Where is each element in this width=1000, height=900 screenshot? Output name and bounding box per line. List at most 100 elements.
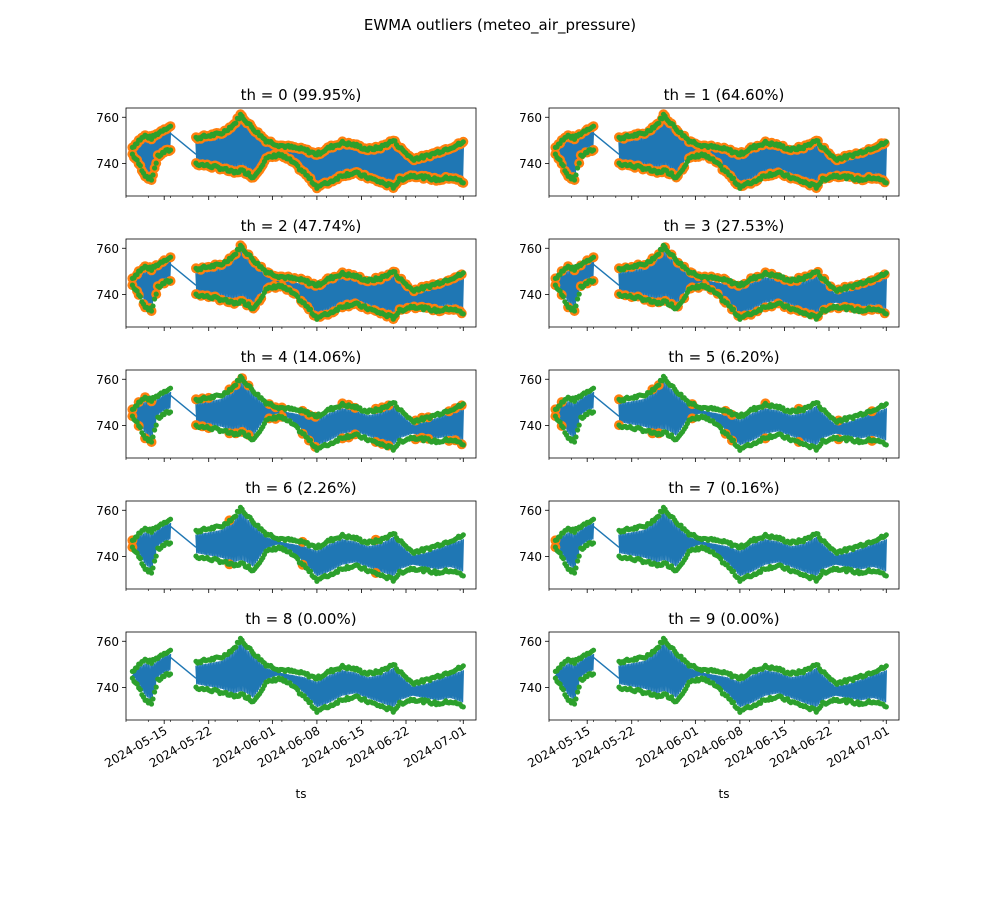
normal-point <box>883 180 889 186</box>
y-tick-label: 740 <box>96 550 119 564</box>
normal-point <box>460 311 466 317</box>
normal-point <box>295 687 301 693</box>
normal-point <box>153 553 159 559</box>
normal-point <box>576 684 582 690</box>
normal-point <box>150 696 156 702</box>
normal-point <box>560 294 566 300</box>
y-tick-label: 760 <box>96 373 119 387</box>
normal-point <box>137 687 143 693</box>
normal-point <box>718 556 724 562</box>
normal-point <box>575 689 581 695</box>
axes-frame <box>125 107 477 197</box>
normal-point <box>307 568 314 574</box>
series-gap-line <box>170 132 197 155</box>
figure-suptitle: EWMA outliers (meteo_air_pressure) <box>364 16 636 35</box>
y-tick-label: 740 <box>519 550 542 564</box>
normal-point <box>307 306 314 312</box>
series-gap-line <box>593 656 620 679</box>
normal-points <box>129 111 466 191</box>
normal-points <box>552 504 889 584</box>
axes-frame <box>125 369 477 459</box>
normal-points <box>552 635 889 715</box>
normal-point <box>152 558 158 564</box>
normal-point <box>307 175 314 181</box>
normal-point <box>576 422 582 428</box>
series-gap-line <box>170 394 197 417</box>
normal-point <box>150 172 156 178</box>
normal-points <box>129 504 466 584</box>
plot-area <box>550 242 890 322</box>
normal-point <box>148 701 155 707</box>
y-tick-label: 740 <box>519 419 542 433</box>
y-tick-label: 760 <box>519 373 542 387</box>
normal-points <box>552 111 889 191</box>
subplot-title: th = 1 (64.60%) <box>664 86 785 104</box>
normal-point <box>153 684 159 690</box>
normal-point <box>137 163 143 169</box>
normal-point <box>573 565 579 571</box>
axes-frame <box>548 107 900 197</box>
normal-point <box>656 644 662 650</box>
normal-point <box>137 425 143 431</box>
normal-point <box>460 139 466 145</box>
axes-frame <box>548 369 900 459</box>
normal-point <box>134 288 140 294</box>
y-tick-label: 760 <box>96 242 119 256</box>
normal-point <box>560 163 566 169</box>
normal-point <box>137 294 143 300</box>
y-tick-label: 760 <box>519 504 542 518</box>
normal-point <box>557 550 563 556</box>
normal-point <box>134 681 140 687</box>
normal-point <box>150 303 156 309</box>
normal-point <box>656 120 662 126</box>
y-tick-label: 760 <box>519 111 542 125</box>
plot-area <box>129 635 466 715</box>
y-tick-label: 760 <box>96 111 119 125</box>
normal-point <box>590 385 597 391</box>
normal-point <box>576 553 582 559</box>
y-tick-label: 760 <box>96 635 119 649</box>
normal-point <box>560 687 566 693</box>
normal-point <box>148 570 155 576</box>
subplot-title: th = 8 (0.00%) <box>245 610 356 628</box>
normal-point <box>883 532 889 538</box>
normal-point <box>730 175 737 181</box>
series-gap-line <box>593 263 620 286</box>
normal-point <box>167 516 174 522</box>
normal-point <box>233 513 239 519</box>
series-gap-line <box>593 394 620 417</box>
normal-point <box>295 163 301 169</box>
subplot-title: th = 5 (6.20%) <box>668 348 779 366</box>
normal-point <box>590 540 597 546</box>
normal-point <box>573 696 579 702</box>
plot-area <box>127 373 467 453</box>
normal-point <box>134 550 140 556</box>
y-tick-label: 760 <box>519 242 542 256</box>
plot-area <box>550 109 890 194</box>
normal-point <box>730 437 737 443</box>
normal-point <box>134 419 140 425</box>
normal-point <box>557 157 563 163</box>
normal-point <box>137 556 143 562</box>
normal-point <box>575 296 581 302</box>
normal-point <box>150 434 156 440</box>
normal-point <box>152 165 158 171</box>
normal-point <box>557 419 563 425</box>
normal-point <box>590 647 597 653</box>
normal-point <box>134 157 140 163</box>
y-tick-label: 740 <box>519 157 542 171</box>
axes-frame <box>125 238 477 328</box>
plot-area <box>550 373 889 453</box>
normal-points <box>129 373 466 453</box>
normal-point <box>571 701 578 707</box>
normal-point <box>167 647 174 653</box>
normal-point <box>460 401 466 407</box>
normal-points <box>552 242 889 322</box>
normal-point <box>167 147 174 153</box>
axes-frame <box>548 500 900 590</box>
y-tick-label: 760 <box>96 504 119 518</box>
plot-area <box>552 635 889 715</box>
